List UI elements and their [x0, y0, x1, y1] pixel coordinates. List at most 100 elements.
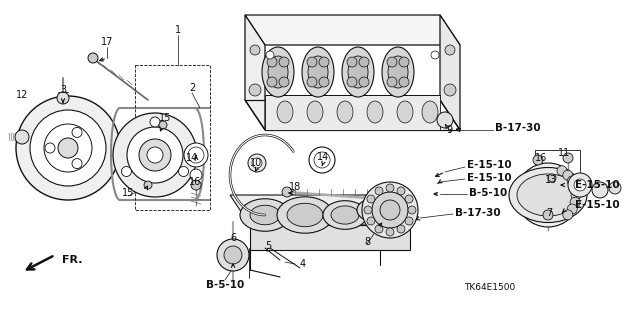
Circle shape: [431, 51, 439, 59]
Circle shape: [266, 51, 274, 59]
Circle shape: [249, 84, 261, 96]
Circle shape: [372, 192, 408, 228]
Circle shape: [347, 57, 357, 67]
Ellipse shape: [517, 174, 579, 216]
Text: 18: 18: [289, 182, 301, 192]
Text: 15: 15: [159, 113, 171, 123]
Circle shape: [319, 77, 329, 87]
Circle shape: [387, 57, 397, 67]
Circle shape: [533, 155, 543, 165]
Ellipse shape: [277, 101, 293, 123]
Ellipse shape: [307, 101, 323, 123]
Circle shape: [44, 124, 92, 172]
Polygon shape: [250, 225, 410, 250]
Circle shape: [347, 77, 357, 87]
Text: 6: 6: [230, 233, 236, 243]
Ellipse shape: [323, 201, 367, 229]
Ellipse shape: [397, 101, 413, 123]
Text: B-17-30: B-17-30: [495, 123, 541, 133]
Circle shape: [122, 167, 131, 176]
Text: 1: 1: [175, 25, 181, 35]
Circle shape: [150, 117, 160, 127]
Ellipse shape: [268, 56, 288, 88]
Circle shape: [397, 225, 405, 233]
Circle shape: [548, 174, 556, 182]
Ellipse shape: [331, 206, 359, 224]
Circle shape: [45, 143, 55, 153]
Ellipse shape: [287, 203, 323, 227]
Circle shape: [567, 204, 577, 214]
Circle shape: [139, 139, 171, 171]
Circle shape: [15, 130, 29, 144]
Polygon shape: [440, 15, 460, 130]
Circle shape: [528, 175, 568, 215]
Circle shape: [386, 228, 394, 236]
Ellipse shape: [302, 47, 334, 97]
Circle shape: [147, 147, 163, 163]
Text: E-15-10: E-15-10: [575, 200, 620, 210]
Circle shape: [563, 170, 573, 180]
Circle shape: [359, 57, 369, 67]
Ellipse shape: [348, 56, 368, 88]
Circle shape: [191, 180, 201, 190]
Circle shape: [359, 77, 369, 87]
Circle shape: [570, 183, 580, 193]
Ellipse shape: [357, 198, 393, 222]
Ellipse shape: [509, 167, 587, 222]
Ellipse shape: [240, 199, 290, 231]
Circle shape: [248, 154, 266, 172]
Circle shape: [184, 143, 208, 167]
Circle shape: [367, 217, 375, 225]
Circle shape: [224, 246, 242, 264]
Circle shape: [282, 187, 292, 197]
Circle shape: [279, 77, 289, 87]
Text: 17: 17: [101, 37, 113, 47]
Circle shape: [375, 187, 383, 195]
Circle shape: [571, 190, 581, 200]
Text: 5: 5: [265, 241, 271, 251]
Circle shape: [364, 206, 372, 214]
Polygon shape: [245, 15, 460, 45]
Ellipse shape: [250, 205, 280, 225]
Circle shape: [387, 77, 397, 87]
Circle shape: [437, 112, 453, 128]
Circle shape: [592, 182, 608, 198]
Text: B-5-10: B-5-10: [469, 188, 508, 198]
Circle shape: [88, 53, 98, 63]
Circle shape: [57, 92, 69, 104]
Text: 14: 14: [317, 152, 329, 162]
Circle shape: [188, 147, 204, 163]
Circle shape: [16, 96, 120, 200]
Ellipse shape: [367, 101, 383, 123]
Circle shape: [58, 138, 78, 158]
Circle shape: [190, 169, 202, 181]
Text: TK64E1500: TK64E1500: [465, 283, 516, 292]
Circle shape: [314, 152, 330, 168]
Circle shape: [127, 127, 183, 183]
Circle shape: [570, 197, 580, 207]
Ellipse shape: [388, 56, 408, 88]
Bar: [535, 150, 580, 190]
Circle shape: [405, 217, 413, 225]
Circle shape: [319, 57, 329, 67]
Text: 3: 3: [60, 85, 66, 95]
Circle shape: [144, 181, 152, 189]
Circle shape: [217, 239, 249, 271]
Circle shape: [113, 113, 197, 197]
Text: E-15-10: E-15-10: [467, 173, 511, 183]
Circle shape: [307, 57, 317, 67]
Circle shape: [386, 184, 394, 192]
Text: 13: 13: [545, 175, 557, 185]
Circle shape: [179, 167, 189, 176]
Text: 15: 15: [122, 188, 134, 198]
Circle shape: [72, 127, 82, 137]
Circle shape: [309, 147, 335, 173]
Ellipse shape: [262, 47, 294, 97]
Ellipse shape: [342, 47, 374, 97]
Circle shape: [252, 158, 262, 168]
Circle shape: [444, 84, 456, 96]
Circle shape: [159, 121, 167, 129]
Ellipse shape: [277, 197, 333, 233]
Text: 16: 16: [189, 177, 201, 187]
Text: E-15-10: E-15-10: [467, 160, 511, 170]
